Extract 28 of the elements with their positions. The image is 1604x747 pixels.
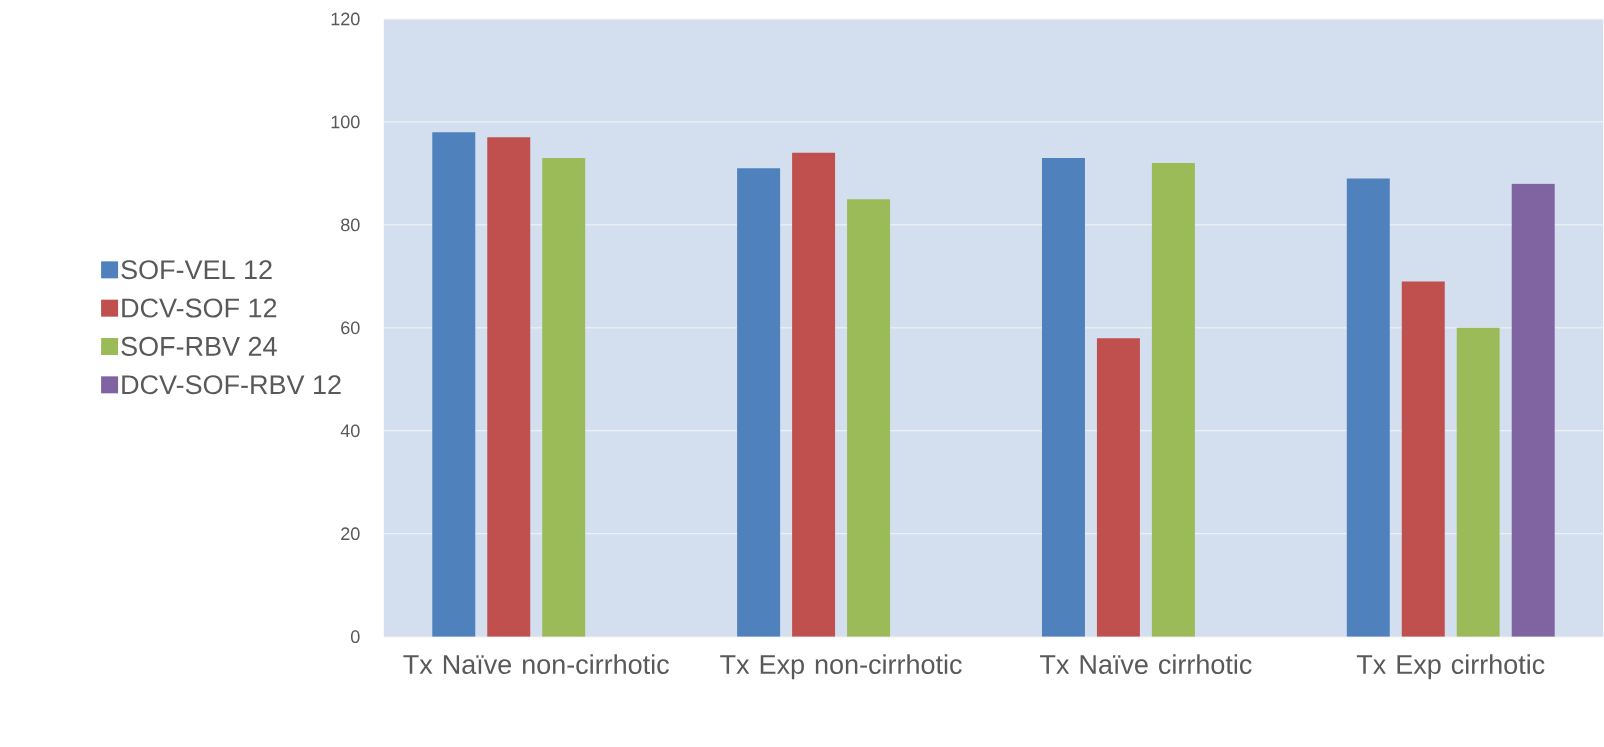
- x-tick-label: Tx Exp non-cirrhotic: [720, 654, 962, 680]
- x-tick-label: Tx Naïve non-cirrhotic: [403, 654, 669, 675]
- legend-label: DCV-SOF-RBV 12: [122, 375, 341, 395]
- x-tick-label: Tx Exp cirrhotic: [1356, 654, 1545, 680]
- x-tick-label: Tx Naïve cirrhotic: [1040, 654, 1252, 675]
- bar: [1041, 158, 1085, 637]
- bar: [1401, 281, 1445, 637]
- bar: [432, 132, 476, 637]
- bar: [1151, 163, 1195, 637]
- bar: [847, 199, 891, 637]
- bar: [737, 168, 781, 637]
- legend-label: SOF-RBV 24: [121, 337, 277, 357]
- y-tick-label: 40: [340, 424, 360, 438]
- bar: [792, 153, 836, 637]
- y-tick-label: 120: [331, 12, 360, 26]
- y-tick-label: 60: [341, 321, 360, 335]
- bar: [1346, 178, 1390, 637]
- bar: [1096, 338, 1140, 637]
- legend-label: SOF-VEL 12: [121, 260, 272, 280]
- bar: [487, 137, 531, 637]
- legend-label: DCV-SOF 12: [122, 298, 277, 318]
- y-tick-label: 0: [350, 630, 360, 644]
- bar: [1456, 328, 1500, 637]
- y-tick-label: 20: [341, 527, 360, 541]
- bar: [1511, 183, 1555, 637]
- y-tick-label: 100: [331, 115, 360, 129]
- bar: [542, 158, 586, 637]
- y-tick-label: 80: [341, 218, 360, 232]
